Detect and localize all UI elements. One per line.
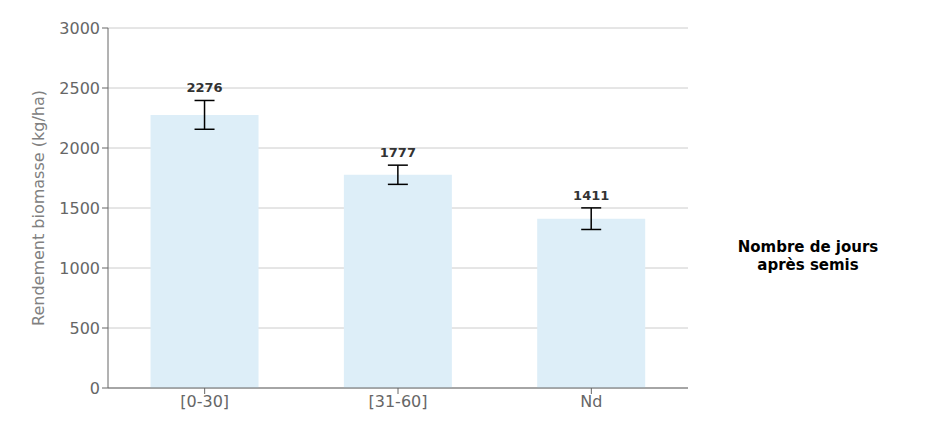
svg-text:1500: 1500 xyxy=(59,199,100,218)
svg-text:1000: 1000 xyxy=(59,259,100,278)
svg-text:[0-30]: [0-30] xyxy=(180,392,229,411)
svg-text:Nd: Nd xyxy=(580,392,602,411)
svg-text:1411: 1411 xyxy=(573,188,609,203)
svg-text:500: 500 xyxy=(69,319,100,338)
svg-text:Rendement biomasse (kg/ha): Rendement biomasse (kg/ha) xyxy=(29,90,48,326)
svg-text:2500: 2500 xyxy=(59,79,100,98)
svg-text:2276: 2276 xyxy=(186,80,222,95)
svg-text:2000: 2000 xyxy=(59,139,100,158)
svg-text:0: 0 xyxy=(90,379,100,398)
html-text:Nombre de jours après semis: Nombre de jours après semis xyxy=(737,238,879,274)
svg-text:3000: 3000 xyxy=(59,19,100,38)
svg-text:[31-60]: [31-60] xyxy=(369,392,428,411)
svg-text:1777: 1777 xyxy=(380,145,416,160)
